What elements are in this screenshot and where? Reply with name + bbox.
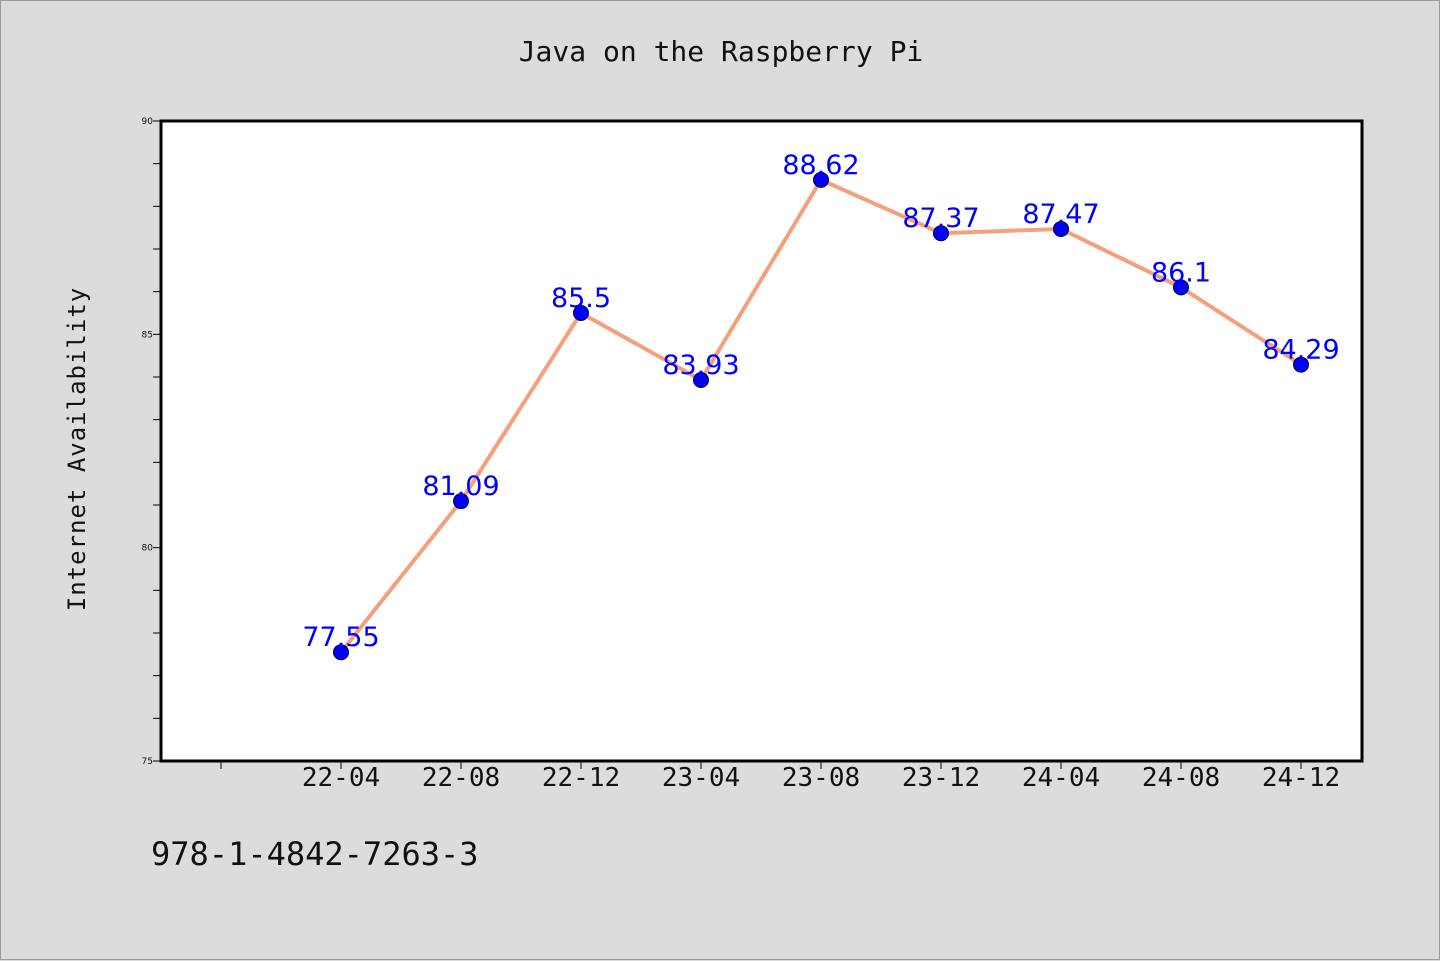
x-tick-label: 23-12 — [902, 763, 980, 793]
x-tick-label: 23-04 — [662, 763, 740, 793]
x-tick-label: 24-08 — [1142, 763, 1220, 793]
plot-area — [161, 121, 1362, 761]
data-point — [573, 305, 589, 321]
data-label: 85.5 — [551, 283, 611, 314]
data-point — [333, 644, 349, 661]
data-point — [453, 493, 469, 510]
data-label: 86.1 — [1151, 257, 1211, 288]
x-tick-label: 22-12 — [542, 763, 620, 793]
x-tick-label: 23-08 — [782, 763, 860, 793]
y-axis-label: Internet Availability — [63, 287, 91, 611]
data-label: 77.55 — [302, 622, 379, 653]
data-point — [1293, 356, 1309, 373]
plot-frame — [159, 119, 1364, 763]
data-label: 87.47 — [1022, 199, 1099, 230]
data-label: 83.93 — [662, 350, 739, 381]
data-point — [1173, 279, 1189, 296]
y-tick-label: 90 — [142, 117, 154, 127]
x-tick-label: 22-08 — [422, 763, 500, 793]
x-tick-label: 24-04 — [1022, 763, 1100, 793]
x-tick-label: 22-04 — [302, 763, 380, 793]
x-tick-label: 24-12 — [1262, 763, 1340, 793]
data-labels: 77.55 81.09 85.5 83.93 88.62 87.37 87.47 86.1 84… — [302, 150, 1339, 653]
data-point — [813, 171, 829, 188]
chart-title: Java on the Raspberry Pi — [518, 35, 924, 68]
data-point — [933, 225, 949, 242]
y-tick-label: 75 — [142, 757, 153, 767]
data-label: 87.37 — [902, 203, 979, 234]
data-point — [1053, 220, 1069, 237]
data-point — [693, 371, 709, 388]
data-label: 81.09 — [422, 471, 499, 502]
footer-isbn: 978-1-4842-7263-3 — [151, 835, 479, 873]
y-tick-label: 80 — [142, 544, 154, 554]
y-tick-label: 85 — [142, 330, 153, 340]
data-label: 88.62 — [782, 150, 859, 181]
data-label: 84.29 — [1262, 335, 1339, 366]
axis-ticks: 75 80 85 90 22-04 22-08 22-12 23-04 23-08 23-12 24… — [142, 117, 1341, 793]
data-markers — [333, 171, 1309, 661]
